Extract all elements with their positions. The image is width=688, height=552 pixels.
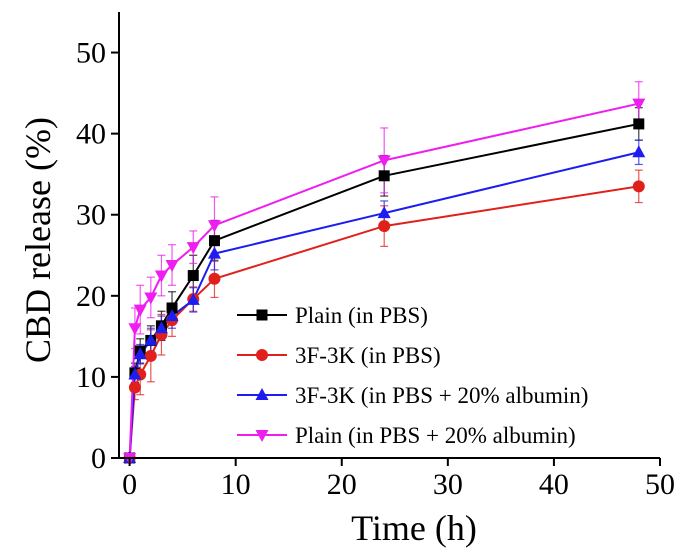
y-axis-title: CBD release (%)	[18, 117, 58, 363]
legend-marker-2	[255, 388, 269, 400]
data-point-2	[632, 145, 646, 158]
data-point-3	[186, 242, 200, 255]
data-point-2	[377, 206, 391, 219]
x-axis-ticks: 0 10 20 30 40 50	[122, 458, 675, 501]
data-point-3	[154, 270, 168, 283]
data-point-0	[208, 235, 220, 247]
x-tick-label: 20	[327, 468, 357, 501]
legend-marker-0	[256, 309, 268, 321]
data-point-1	[144, 349, 157, 362]
series-line-3	[128, 102, 640, 459]
data-point-1	[208, 272, 221, 285]
data-point-2	[186, 292, 200, 305]
x-tick-label: 30	[433, 468, 463, 501]
legend-marker-1	[256, 349, 268, 361]
x-axis-title: Time (h)	[351, 508, 477, 548]
y-tick-label: 30	[76, 199, 106, 232]
data-point-2	[133, 347, 147, 360]
data-point-2	[207, 246, 221, 259]
data-point-3	[133, 304, 147, 317]
data-point-1	[378, 220, 391, 233]
data-point-3	[377, 155, 391, 168]
data-point-1	[632, 180, 645, 193]
legend-label-2: 3F-3K (in PBS + 20% albumin)	[295, 383, 588, 408]
y-tick-label: 0	[91, 442, 106, 475]
legend-label-1: 3F-3K (in PBS)	[295, 343, 441, 368]
data-point-2	[154, 321, 168, 334]
y-tick-label: 10	[76, 361, 106, 394]
data-point-0	[166, 302, 178, 314]
y-tick-label: 20	[76, 280, 106, 313]
data-point-0	[378, 170, 390, 182]
legend-label-0: Plain (in PBS)	[295, 303, 428, 328]
data-point-1	[128, 381, 141, 394]
data-point-2	[128, 367, 142, 380]
data-point-3	[144, 292, 158, 305]
data-point-2	[165, 309, 179, 322]
y-tick-label: 40	[76, 118, 106, 151]
x-tick-label: 40	[539, 468, 569, 501]
data-point-3	[165, 260, 179, 273]
legend-label-3: Plain (in PBS + 20% albumin)	[295, 423, 576, 448]
data-point-2	[144, 333, 158, 346]
x-tick-label: 50	[645, 468, 675, 501]
x-tick-label: 10	[221, 468, 251, 501]
data-point-3	[128, 323, 142, 336]
data-point-3	[207, 220, 221, 233]
x-tick-label: 0	[122, 468, 137, 501]
y-axis-ticks: 0 10 20 30 40 50	[76, 37, 119, 475]
data-point-0	[633, 118, 645, 130]
y-tick-label: 50	[76, 37, 106, 70]
legend: Plain (in PBS) 3F-3K (in PBS) 3F-3K (in PB…	[237, 303, 588, 448]
data-point-3	[632, 98, 646, 111]
data-point-0	[187, 270, 199, 282]
legend-marker-3	[255, 430, 269, 442]
